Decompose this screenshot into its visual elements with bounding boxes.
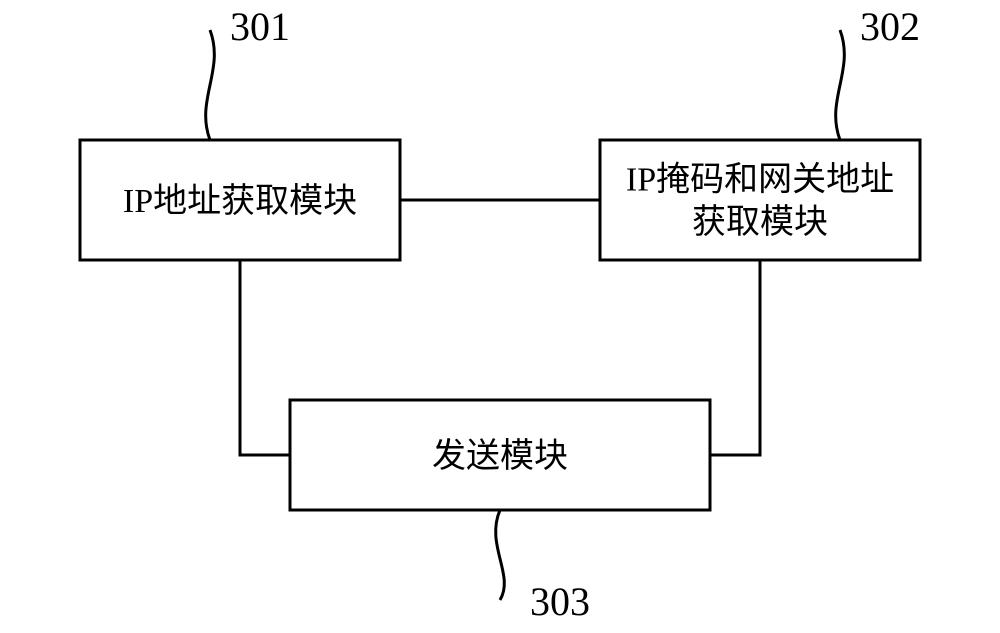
ref-label-send: 303 — [530, 579, 590, 624]
node-ip_addr-label-line-0: IP地址获取模块 — [123, 182, 357, 220]
block-diagram: IP地址获取模块 301 IP掩码和网关地址获取模块 302 发送模块 303 — [0, 0, 1000, 633]
node-ip_mask_gw — [600, 140, 920, 260]
node-ip_mask_gw-label-line-0: IP掩码和网关地址 — [626, 161, 894, 199]
node-send-label-line-0: 发送模块 — [432, 437, 568, 475]
ref-label-ip_mask_gw: 302 — [860, 4, 920, 49]
node-ip_mask_gw-label-line-1: 获取模块 — [692, 203, 828, 241]
diagram-background — [0, 0, 1000, 633]
ref-label-ip_addr: 301 — [230, 4, 290, 49]
